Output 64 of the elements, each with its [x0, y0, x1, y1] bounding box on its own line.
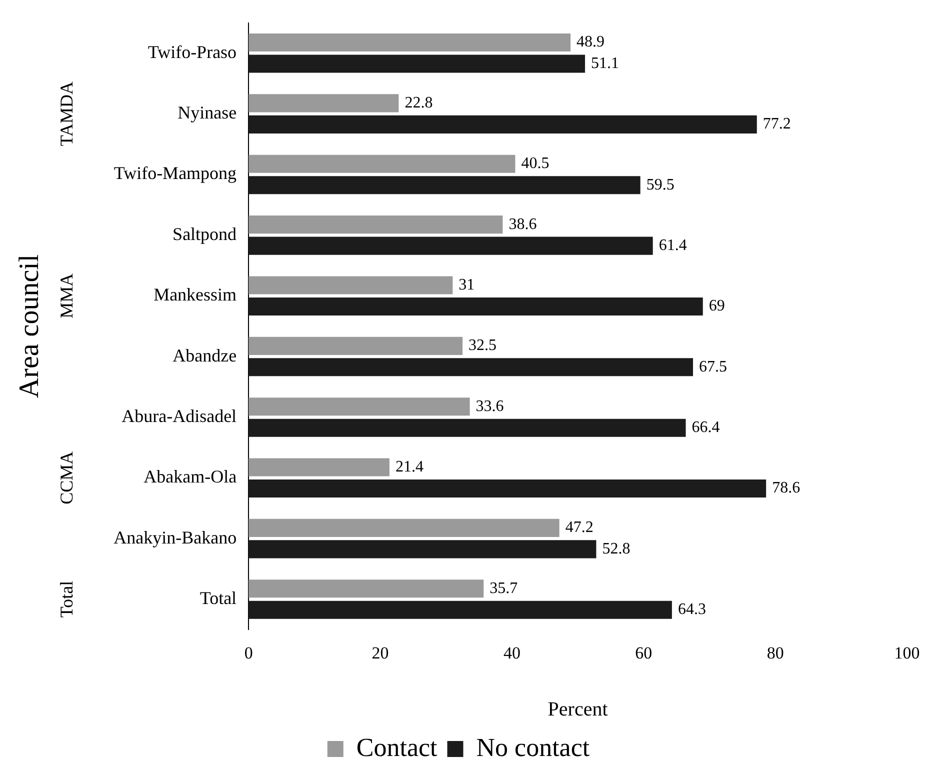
bar [248, 580, 484, 598]
data-label: 47.2 [565, 519, 594, 536]
data-label: 51.1 [591, 54, 620, 72]
x-tick-label: 0 [244, 643, 253, 662]
legend-label: Contact [356, 732, 438, 762]
data-label: 59.5 [646, 176, 674, 194]
data-label: 32.5 [468, 337, 497, 354]
bar [248, 115, 757, 134]
bar [248, 418, 686, 437]
data-label: 69 [708, 298, 725, 315]
y-tick-label: Abakam-Ola [144, 466, 237, 487]
bar [248, 176, 640, 194]
y-tick-label: Nyinase [178, 102, 237, 123]
data-label: 64.3 [678, 601, 706, 618]
legend-label: No contact [476, 732, 590, 762]
bar [248, 600, 672, 619]
text: TAMDA [56, 82, 77, 146]
bar [248, 33, 571, 52]
y-tick-label: Anakyin-Bakano [114, 527, 237, 548]
y-tick-label: Total [200, 588, 237, 608]
data-label: 40.5 [521, 155, 550, 172]
data-label: 77.2 [762, 116, 791, 133]
bar [248, 54, 586, 73]
data-label: 66.4 [692, 419, 720, 436]
y-tick-label: Abandze [172, 345, 237, 366]
x-tick-label: 40 [503, 643, 520, 662]
x-tick-label: 60 [635, 643, 652, 662]
bar [248, 154, 516, 173]
bar [248, 458, 390, 476]
bar [248, 358, 694, 376]
bar [248, 297, 703, 316]
y-tick-label: Twifo-Mampong [114, 163, 237, 184]
bar [248, 540, 596, 558]
text: Total [56, 580, 77, 618]
data-label: 35.7 [490, 580, 518, 597]
bar [248, 276, 453, 294]
data-label: 67.5 [699, 358, 728, 376]
y-tick-label: Twifo-Praso [148, 42, 237, 62]
bar [248, 518, 560, 537]
data-label: 48.9 [576, 34, 605, 51]
data-label: 21.4 [395, 458, 424, 476]
text: CCMA [56, 451, 77, 504]
bar [248, 479, 766, 498]
x-tick-label: 20 [372, 643, 389, 662]
y-tick-label: Mankessim [154, 284, 237, 305]
data-label: 78.6 [772, 480, 800, 497]
data-label: 61.4 [658, 237, 687, 254]
data-label: 52.8 [602, 540, 630, 558]
bar [248, 94, 399, 112]
x-tick-label: 100 [894, 643, 920, 662]
text: MMA [56, 273, 77, 318]
x-tick-label: 80 [766, 643, 784, 662]
data-label: 31 [458, 276, 475, 294]
data-label: 33.6 [476, 398, 504, 415]
data-label: 22.8 [404, 94, 433, 112]
bar [248, 216, 503, 234]
bar [248, 236, 653, 255]
y-axis-title: Area council [14, 254, 46, 398]
x-axis-title: Percent [548, 698, 608, 720]
y-tick-label: Saltpond [172, 224, 237, 244]
data-label: 38.6 [508, 216, 537, 233]
bar [248, 336, 463, 355]
y-tick-label: Abura-Adisadel [122, 406, 237, 426]
bar [248, 398, 470, 416]
